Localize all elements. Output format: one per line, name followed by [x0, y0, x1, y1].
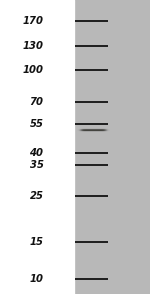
Text: 130: 130: [22, 41, 44, 51]
Text: 70: 70: [30, 97, 44, 107]
Text: 15: 15: [30, 237, 44, 247]
Text: 35: 35: [30, 160, 44, 170]
Text: 25: 25: [30, 191, 44, 201]
Text: 40: 40: [30, 148, 44, 158]
Text: 100: 100: [22, 65, 44, 75]
Text: 10: 10: [30, 274, 44, 284]
Bar: [0, 0, 75, 294]
Bar: [75, 0, 150, 294]
Text: 55: 55: [30, 119, 44, 129]
Text: 170: 170: [22, 16, 44, 26]
